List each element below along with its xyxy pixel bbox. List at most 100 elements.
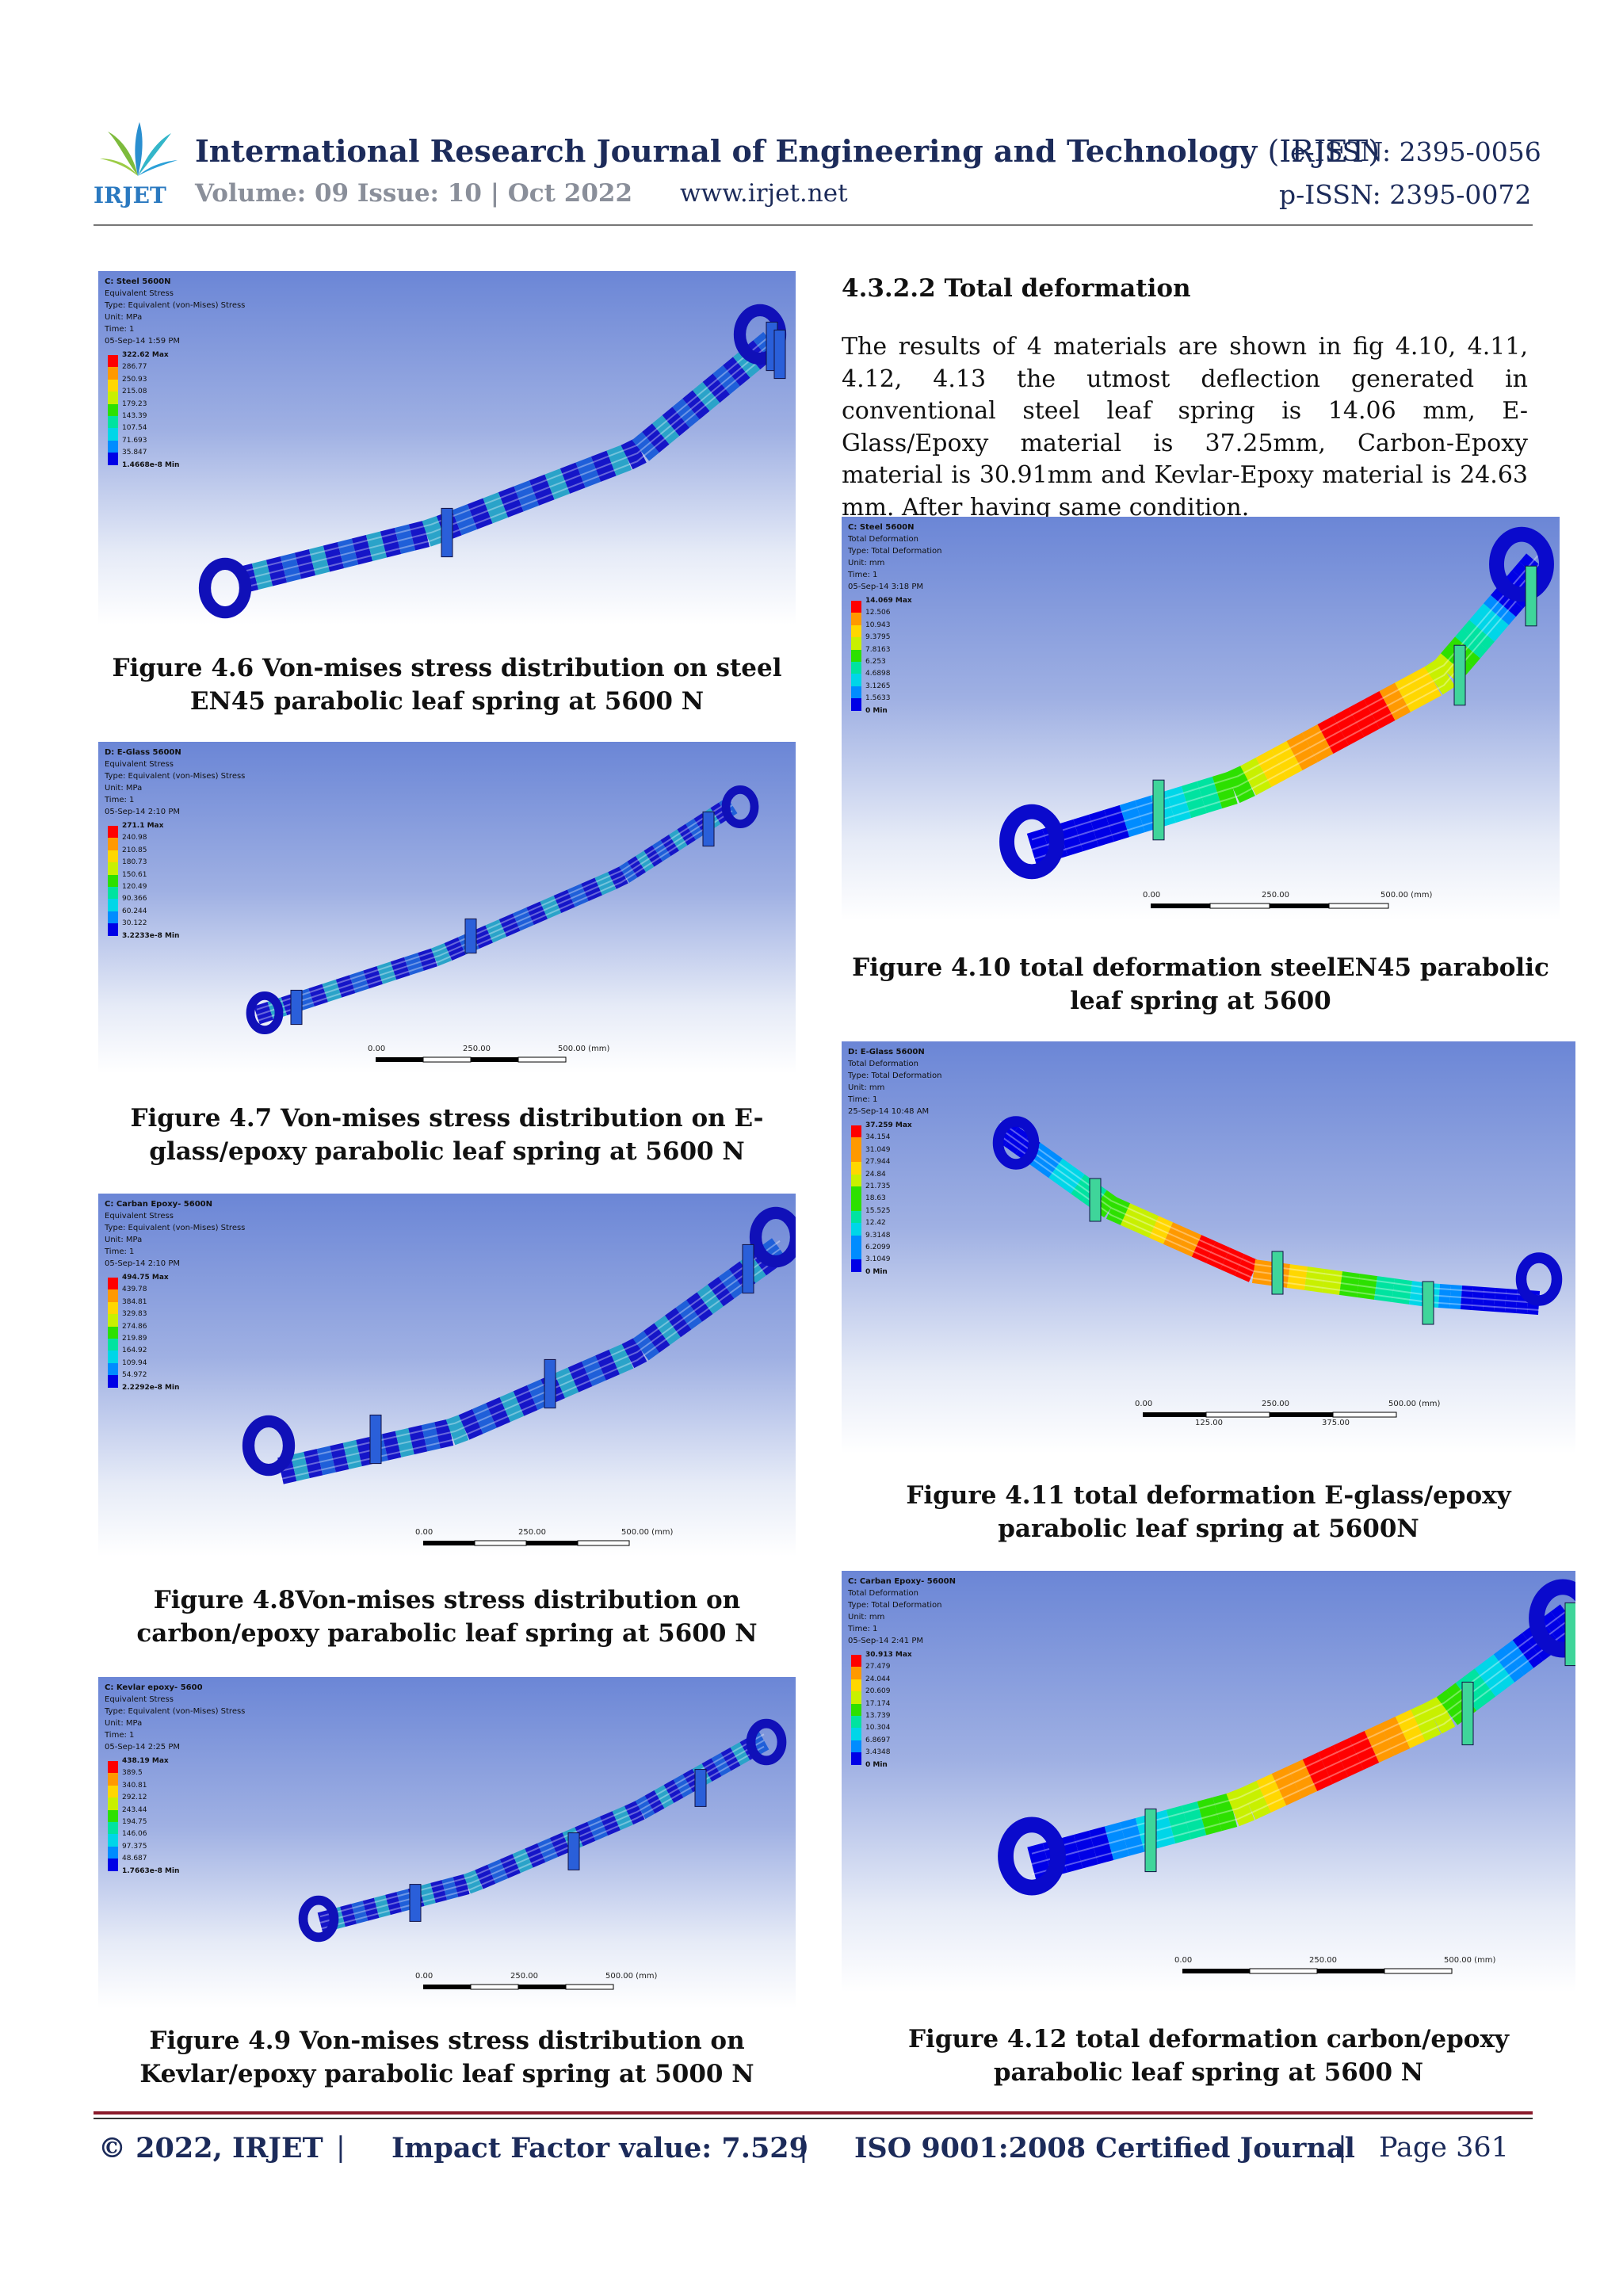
scale-bar-segment	[526, 1541, 578, 1545]
color-swatch	[108, 367, 118, 380]
spring-segment	[595, 1349, 621, 1381]
spring-segment	[1225, 765, 1255, 804]
spring-clamp	[290, 989, 303, 1026]
scale-bar-label: 375.00	[1322, 1419, 1350, 1427]
scale-bar-label: 250.00	[1309, 1956, 1337, 1965]
spring-clamp	[409, 1884, 422, 1922]
legend-line: Total Deformation	[848, 1589, 918, 1598]
color-scale-labels: 494.75 Max 439.78 384.81 329.83 274.86 219.89…	[122, 1272, 179, 1394]
spring-segment	[418, 1882, 436, 1906]
scale-bar-segment	[474, 1540, 527, 1546]
color-swatch	[851, 1137, 861, 1150]
spring-segment	[1286, 732, 1318, 770]
spring-segment	[304, 1449, 323, 1479]
spring-segment	[627, 856, 646, 878]
spring-segment	[330, 1442, 349, 1473]
legend-line: Type: Total Deformation	[848, 547, 942, 556]
spring-segment	[1493, 1288, 1507, 1312]
color-swatch	[851, 1223, 861, 1236]
header-divider	[94, 224, 1533, 226]
color-swatch	[108, 415, 118, 429]
scale-bar-label: 0.00	[415, 1528, 433, 1537]
spring-segment	[453, 1874, 470, 1897]
scale-bar-segment	[376, 1057, 423, 1062]
spring-segment	[685, 818, 705, 840]
spring-segment	[544, 468, 571, 500]
spring-segment	[513, 1385, 538, 1416]
leaf-spring-render	[298, 1718, 787, 1990]
spring-segment	[337, 538, 359, 568]
spring-segment	[499, 1854, 521, 1878]
website-link[interactable]: www.irjet.net	[680, 179, 848, 208]
color-swatch	[851, 1259, 861, 1272]
spring-segment	[1438, 1284, 1452, 1308]
scale-value: 14.069 Max	[865, 597, 912, 605]
spring-segment	[1469, 611, 1502, 642]
spring-segment	[1395, 1710, 1426, 1748]
spring-segment	[1089, 1826, 1114, 1865]
color-scale-bar	[108, 1278, 118, 1388]
scale-bar-segment	[423, 1541, 475, 1545]
legend-line: C: Steel 5600N	[105, 277, 171, 286]
scale-value: 15.525	[865, 1206, 891, 1215]
scale-bar-label: 0.00	[1135, 1400, 1153, 1408]
spring-segment	[624, 1800, 645, 1825]
color-swatch	[851, 1235, 861, 1247]
figure-4-8-image: C: Carban Epoxy- 5600N Equivalent Stress T…	[98, 1194, 796, 1557]
scale-bar-label: 500.00 (mm)	[1388, 1400, 1441, 1408]
spring-segment	[365, 531, 388, 561]
figure-4-10-image: C: Steel 5600N Total Deformation Type: Tot…	[842, 517, 1560, 921]
spring-clamp	[773, 329, 786, 380]
scale-value: 0 Min	[865, 706, 888, 715]
scale-value: 292.12	[122, 1794, 147, 1802]
spring-clamp	[1089, 1178, 1102, 1222]
spring-segment	[594, 871, 617, 896]
spring-segment	[654, 1785, 674, 1809]
spring-segment	[1391, 1278, 1413, 1305]
scale-bar-label: 250.00	[1262, 891, 1289, 900]
scale-value: 71.693	[122, 436, 147, 445]
spring-segment	[1333, 708, 1365, 746]
color-swatch	[108, 1278, 118, 1290]
scale-bar-segment	[1270, 1412, 1333, 1417]
color-scale-bar	[851, 1125, 861, 1272]
scale-value: 30.913 Max	[865, 1651, 912, 1659]
scale-bar-segment	[423, 1985, 471, 1989]
spring-clamp	[1144, 1808, 1157, 1873]
spring-segment	[351, 1901, 369, 1924]
leaf-line	[1031, 563, 1540, 850]
spring-eye	[721, 785, 759, 829]
color-swatch	[851, 1210, 861, 1224]
journal-name: International Research Journal of Engine…	[195, 133, 1258, 169]
spring-segment	[1465, 1668, 1496, 1704]
spring-segment	[1271, 1767, 1302, 1805]
scale-value: 24.044	[865, 1675, 891, 1683]
scale-value: 10.943	[865, 621, 891, 629]
scale-bar-segment	[1332, 1412, 1397, 1418]
scale-bar-segment	[565, 1984, 614, 1990]
legend-line: Time: 1	[105, 796, 135, 804]
spring-segment	[1471, 1286, 1485, 1311]
scale-bar-segment	[1205, 1412, 1270, 1418]
color-swatch	[108, 1314, 118, 1327]
spring-segment	[529, 474, 555, 506]
spring-segment	[1333, 1738, 1364, 1777]
footer-iso: ISO 9001:2008 Certified Journal	[854, 2132, 1355, 2164]
scale-value: 31.049	[865, 1145, 891, 1154]
spring-segment	[1460, 1286, 1474, 1310]
scale-value: 1.5633	[865, 694, 891, 703]
legend-line: Type: Total Deformation	[848, 1601, 942, 1610]
spring-segment	[376, 961, 397, 984]
spring-segment	[404, 953, 424, 976]
scale-bar-segment	[1384, 1968, 1453, 1974]
scale-value: 210.85	[122, 846, 147, 854]
legend-line: 05-Sep-14 3:18 PM	[848, 583, 923, 591]
scale-value: 150.61	[122, 870, 147, 879]
spring-clamp	[1564, 1602, 1575, 1667]
spring-segment	[1048, 1158, 1074, 1186]
spring-segment	[697, 1284, 724, 1315]
color-scale-labels: 37.259 Max 34.154 31.049 27.944 24.84 21.735 1…	[865, 1120, 912, 1278]
spring-segment	[1234, 1254, 1259, 1282]
scale-value: 6.2099	[865, 1244, 891, 1252]
spring-segment	[606, 445, 632, 476]
